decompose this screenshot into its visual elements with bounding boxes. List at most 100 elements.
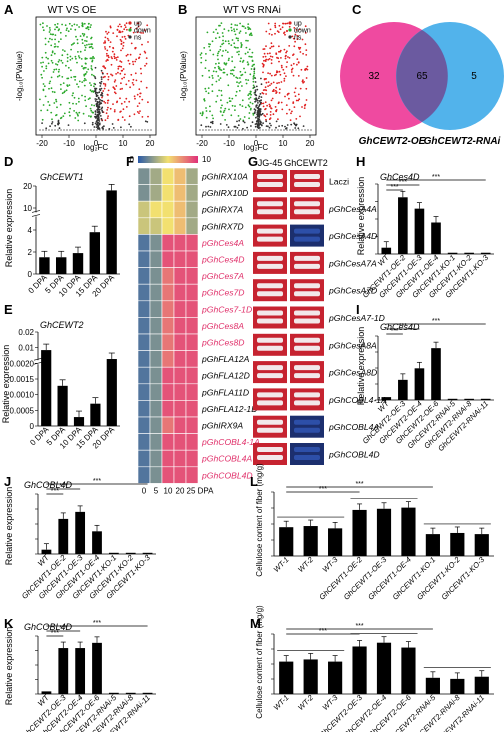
volcano-point: [270, 107, 273, 110]
volcano-point: [95, 120, 98, 123]
colony-streak: [257, 209, 283, 215]
volcano-point: [276, 30, 279, 32]
heatmap-cell: [137, 200, 151, 219]
heatmap-cell: [185, 234, 199, 252]
colony-streak: [257, 365, 283, 371]
volcano-point: [234, 125, 237, 128]
colony-streak: [257, 283, 283, 289]
volcano-point: [291, 35, 294, 38]
volcano-point: [90, 24, 92, 26]
volcano-point: [212, 31, 215, 33]
heatmap-cell: [185, 267, 199, 285]
volcano-point: [240, 46, 243, 48]
heatmap-cell: [185, 333, 199, 351]
gus-plate-ghcewt2: [290, 251, 324, 274]
volcano-point: [104, 36, 107, 39]
volcano-point: [265, 45, 267, 47]
bar: [381, 397, 392, 400]
heatmap-row-label: pGhIRX7A: [201, 205, 243, 215]
bar: [108, 692, 119, 694]
volcano-point: [203, 47, 206, 49]
volcano-point: [80, 58, 83, 60]
volcano-point: [243, 67, 245, 70]
volcano-point: [209, 105, 211, 108]
volcano-point: [305, 87, 308, 90]
volcano-point: [41, 76, 43, 79]
volcano-point: [290, 71, 293, 73]
volcano-point: [297, 93, 300, 96]
volcano-point: [102, 90, 105, 92]
volcano-point: [199, 54, 202, 56]
volcano-point: [113, 109, 116, 111]
volcano-point: [115, 73, 117, 75]
heatmap-cell: [149, 250, 163, 268]
volcano-point: [252, 64, 255, 66]
volcano-point: [97, 115, 100, 118]
colony-streak: [294, 447, 320, 452]
volcano-point: [254, 100, 256, 103]
y-tick-label: 0.0020: [10, 359, 35, 368]
volcano-point: [101, 95, 104, 97]
volcano-point: [203, 98, 206, 100]
heatmap-cell: [161, 400, 175, 418]
bar: [450, 532, 465, 556]
volcano-point: [81, 65, 83, 68]
volcano-point: [87, 28, 90, 31]
colony-streak: [257, 201, 283, 207]
volcano-point: [287, 56, 289, 58]
volcano-point: [138, 102, 141, 105]
volcano-point: [274, 89, 277, 92]
panel-label-b: B: [178, 2, 187, 17]
volcano-point: [81, 42, 84, 44]
panel-h-gene: GhCes4D: [380, 172, 420, 182]
volcano-point: [248, 112, 251, 114]
gus-plate-ghcewt2: [290, 388, 324, 411]
volcano-point: [106, 37, 109, 40]
colony-streak: [257, 291, 283, 297]
volcano-point: [42, 61, 44, 64]
colony-streak: [294, 174, 320, 179]
volcano-point: [125, 54, 128, 57]
panel-label-a: A: [4, 2, 14, 17]
volcano-point: [286, 22, 289, 25]
significance-marker: ***: [59, 625, 67, 632]
gus-row-label: pGhCesA7-1D: [328, 313, 385, 323]
heatmap-cell: [173, 167, 187, 185]
volcano-point: [273, 74, 276, 77]
heatmap-x-tick: 25 DPA: [187, 486, 215, 495]
volcano-point: [90, 90, 93, 93]
volcano-point: [228, 97, 231, 100]
volcano-point: [115, 59, 118, 61]
volcano-point: [112, 103, 114, 105]
volcano-point: [303, 104, 306, 107]
volcano-point: [84, 44, 86, 47]
x-tick-label: WT-1: [272, 555, 291, 574]
colony-streak: [294, 455, 320, 460]
volcano-point: [260, 83, 263, 86]
volcano-point: [124, 24, 126, 26]
volcano-point: [66, 53, 69, 56]
gus-row-label: Laczi: [329, 177, 349, 187]
volcano-point: [303, 81, 305, 83]
volcano-point: [262, 63, 265, 66]
legend-marker: [288, 35, 292, 39]
heatmap-cell: [137, 300, 151, 318]
volcano-point: [144, 120, 147, 123]
volcano-point: [241, 99, 244, 102]
volcano-point: [270, 59, 273, 61]
heatmap-row-label: pGhCes7A: [201, 271, 244, 281]
volcano-point: [258, 108, 261, 111]
volcano-point: [140, 80, 143, 83]
volcano-point: [89, 89, 92, 92]
bar: [398, 379, 408, 400]
volcano-point: [89, 26, 92, 29]
bar: [142, 552, 153, 554]
volcano-point: [249, 101, 252, 104]
volcano-point: [244, 27, 247, 29]
volcano-point: [78, 56, 81, 59]
volcano-point: [278, 24, 281, 27]
y-tick-label: 0: [28, 270, 33, 279]
volcano-point: [81, 94, 83, 97]
volcano-point: [53, 52, 56, 55]
volcano-point: [70, 44, 73, 46]
